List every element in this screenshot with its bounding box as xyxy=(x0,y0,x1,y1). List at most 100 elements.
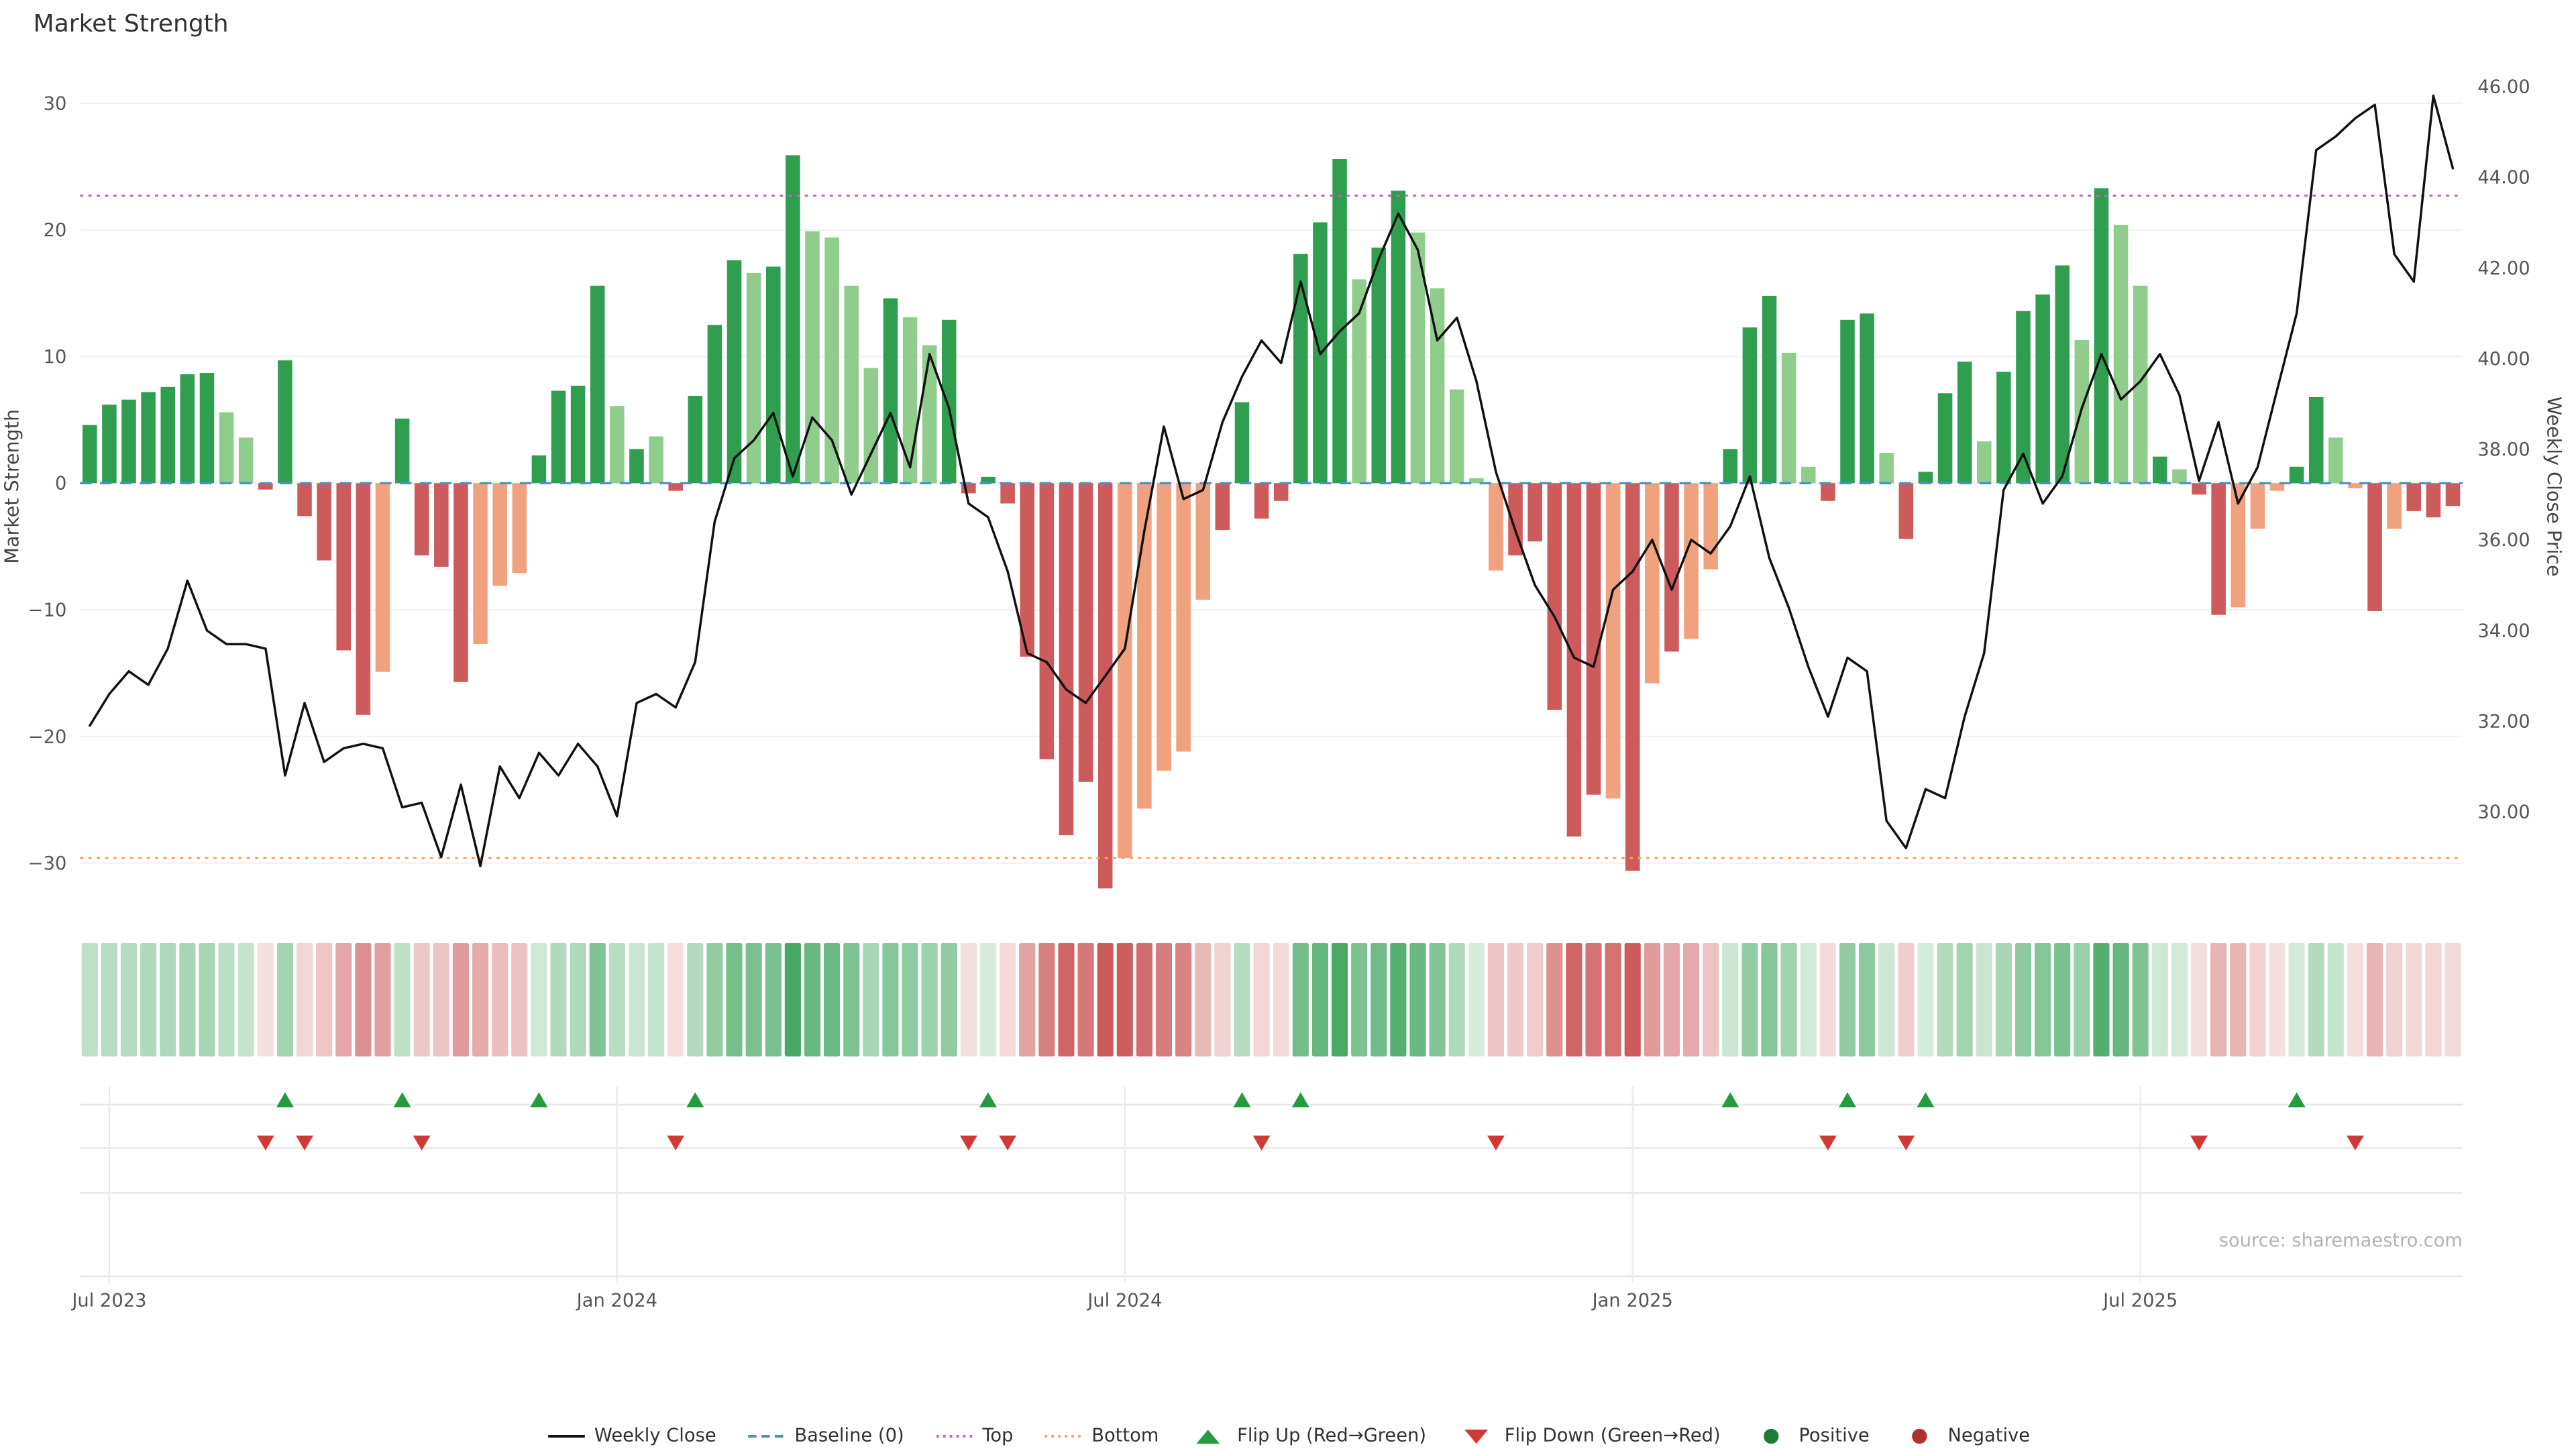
flip-up-triangle-icon xyxy=(1197,1428,1221,1443)
heatmap-cell xyxy=(81,943,98,1057)
strength-bar xyxy=(1215,483,1230,531)
strength-bar xyxy=(1489,483,1503,571)
legend-item-top[interactable]: Top xyxy=(934,1425,1013,1446)
page-title: Market Strength xyxy=(34,10,229,38)
heatmap-cell xyxy=(1175,943,1192,1057)
heatmap-cell xyxy=(120,943,138,1057)
heatmap-cell xyxy=(1644,943,1660,1057)
strength-bar xyxy=(863,368,879,484)
left-axis-tick-label: −30 xyxy=(28,853,67,874)
legend-item-flip-down[interactable]: Flip Down (Green→Red) xyxy=(1456,1425,1721,1446)
weekly-close-line-icon xyxy=(547,1434,584,1437)
heatmap-cell xyxy=(1195,943,1212,1057)
heatmap-cell xyxy=(257,943,274,1057)
legend-item-flip-up[interactable]: Flip Up (Red→Green) xyxy=(1189,1425,1426,1446)
heatmap-cell xyxy=(550,943,567,1057)
legend-item-weekly-close[interactable]: Weekly Close xyxy=(546,1425,716,1446)
strength-bar xyxy=(1937,393,1953,484)
strength-bar xyxy=(1273,483,1289,501)
legend-item-bottom[interactable]: Bottom xyxy=(1043,1425,1159,1446)
strength-bar xyxy=(2113,225,2129,484)
x-axis-tick-label: Jul 2024 xyxy=(1086,1290,1162,1311)
strip-grid-layer xyxy=(80,1086,2463,1283)
strength-bar xyxy=(1586,483,1601,795)
strength-bar xyxy=(746,272,761,484)
strength-bar xyxy=(317,483,331,561)
strength-bar xyxy=(2269,483,2285,491)
positive-dot-icon xyxy=(1762,1428,1778,1443)
heatmap-cell xyxy=(570,943,586,1057)
left-axis-tick-label: −10 xyxy=(28,600,67,621)
strength-bar xyxy=(1195,483,1211,600)
flip-up-marker xyxy=(1233,1092,1251,1108)
heatmap-cell xyxy=(1878,943,1895,1057)
heatmap-cell xyxy=(2035,943,2051,1057)
heatmap-cell xyxy=(2425,943,2442,1057)
heatmap-cell xyxy=(452,943,470,1057)
flip-up-marker xyxy=(1839,1092,1856,1108)
strength-bar xyxy=(258,483,273,490)
heatmap-cell xyxy=(296,943,313,1057)
baseline-dashed-line-icon xyxy=(747,1434,785,1437)
flip-down-triangle-icon xyxy=(1464,1428,1488,1443)
heatmap-cell xyxy=(843,943,860,1057)
right-axis-tick-label: 36.00 xyxy=(2477,530,2530,551)
heatmap-cell xyxy=(1448,943,1465,1057)
strength-bar xyxy=(336,483,352,651)
strength-bar xyxy=(1840,319,1855,484)
heatmap-cell xyxy=(1116,943,1133,1057)
strength-bar xyxy=(1547,483,1562,710)
strength-bar xyxy=(2250,483,2265,529)
heatmap-cell xyxy=(2445,943,2461,1057)
heatmap-cell xyxy=(374,943,391,1057)
strength-bar xyxy=(844,285,859,484)
legend-item-negative[interactable]: Negative xyxy=(1899,1425,2030,1446)
heatmap-cell xyxy=(1956,943,1973,1057)
strength-bar xyxy=(2387,483,2402,529)
strength-bar xyxy=(2035,294,2050,484)
heatmap-cell xyxy=(1077,943,1094,1057)
legend-item-baseline[interactable]: Baseline (0) xyxy=(746,1425,904,1446)
flip-down-marker xyxy=(256,1135,274,1151)
heatmap-cell xyxy=(1741,943,1758,1057)
flip-down-marker xyxy=(296,1135,313,1151)
left-axis-tick-label: 0 xyxy=(55,474,66,494)
strength-bar xyxy=(824,237,839,484)
heatmap-cell xyxy=(1683,943,1700,1057)
strength-bar xyxy=(1625,483,1640,871)
x-axis-tick-label: Jul 2023 xyxy=(70,1290,146,1311)
strength-bar xyxy=(141,392,156,484)
heatmap-cell xyxy=(1371,943,1387,1057)
heatmap-cell xyxy=(531,943,547,1057)
heatmap-cell xyxy=(628,943,645,1057)
heatmap-cell xyxy=(608,943,625,1057)
strength-bar xyxy=(2133,285,2148,484)
heatmap-cell xyxy=(1019,943,1036,1057)
heatmap-cell xyxy=(316,943,333,1057)
strength-bar xyxy=(883,298,898,484)
flip-down-marker xyxy=(1252,1135,1271,1151)
heatmap-cell xyxy=(472,943,489,1057)
heatmap-cell xyxy=(1214,943,1231,1057)
strength-bar xyxy=(707,325,722,484)
left-axis-tick-label: 30 xyxy=(44,93,67,114)
strength-bar xyxy=(512,483,527,574)
heatmap-cell xyxy=(1507,943,1524,1057)
flip-down-marker xyxy=(1487,1135,1505,1151)
strength-bar xyxy=(1918,472,1933,484)
flip-down-marker xyxy=(999,1135,1017,1151)
heatmap-cell xyxy=(179,943,196,1057)
heatmap-cell xyxy=(824,943,841,1057)
heatmap-cell xyxy=(1819,943,1836,1057)
right-axis-title: Weekly Close Price xyxy=(2543,396,2566,577)
heatmap-cell xyxy=(1761,943,1778,1057)
heatmap-cell xyxy=(1273,943,1289,1057)
heatmap-cell xyxy=(960,943,977,1057)
legend-item-positive[interactable]: Positive xyxy=(1750,1425,1870,1446)
strength-bar xyxy=(473,483,488,645)
strength-bar xyxy=(1781,352,1796,484)
strength-bar xyxy=(902,317,918,484)
flip-markers-layer xyxy=(256,1092,2364,1151)
strength-bar xyxy=(688,396,703,484)
heatmap-cell xyxy=(237,943,254,1057)
